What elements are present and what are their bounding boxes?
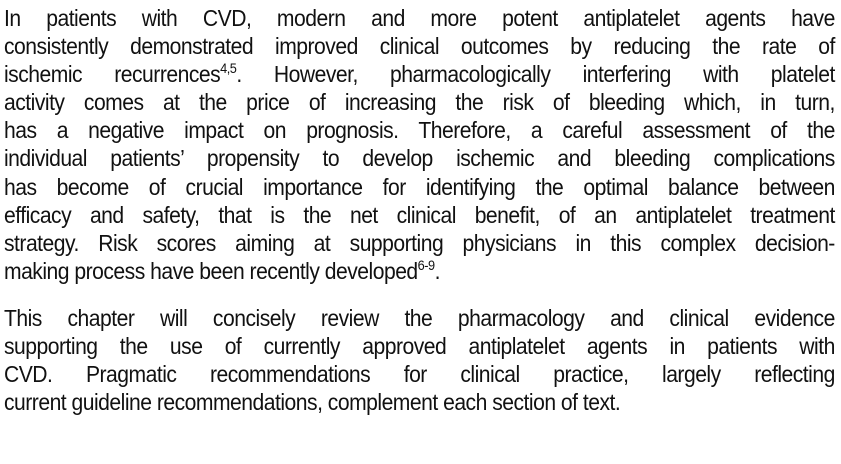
text-line: strategy. Risk scores aiming at supporti… xyxy=(4,229,835,256)
text-line: individual patients’ propensity to devel… xyxy=(4,145,835,172)
text-line: has a negative impact on prognosis. Ther… xyxy=(4,117,835,144)
paragraph-intro: In patients with CVD, modern and more po… xyxy=(4,4,835,285)
text-line: CVD. Pragmatic recommendations for clini… xyxy=(4,361,835,388)
text-line: efficacy and safety, that is the net cli… xyxy=(4,201,835,228)
text-line: activity comes at the price of increasin… xyxy=(4,89,835,116)
text-line: In patients with CVD, modern and more po… xyxy=(4,5,835,31)
text-run: ischemic recurrences xyxy=(4,61,221,88)
text-run: making process have been recently develo… xyxy=(4,257,418,284)
citation-superscript: 6-9 xyxy=(417,256,435,273)
citation-superscript: 4,5 xyxy=(220,60,237,77)
text-run: . However, pharmacologically interfering… xyxy=(236,61,835,88)
text-line: ischemic recurrences4,5. However, pharma… xyxy=(4,60,835,88)
text-line: current guideline recommendations, compl… xyxy=(4,389,621,416)
text-line: supporting the use of currently approved… xyxy=(4,333,835,360)
paragraph-chapter-overview: This chapter will concisely review the p… xyxy=(4,304,835,416)
text-line: making process have been recently develo… xyxy=(4,257,835,285)
text-line: has become of crucial importance for ide… xyxy=(4,173,835,200)
text-line: This chapter will concisely review the p… xyxy=(4,304,835,331)
document-body: In patients with CVD, modern and more po… xyxy=(4,4,835,416)
text-line: consistently demonstrated improved clini… xyxy=(4,33,835,60)
text-run: . xyxy=(434,257,441,284)
